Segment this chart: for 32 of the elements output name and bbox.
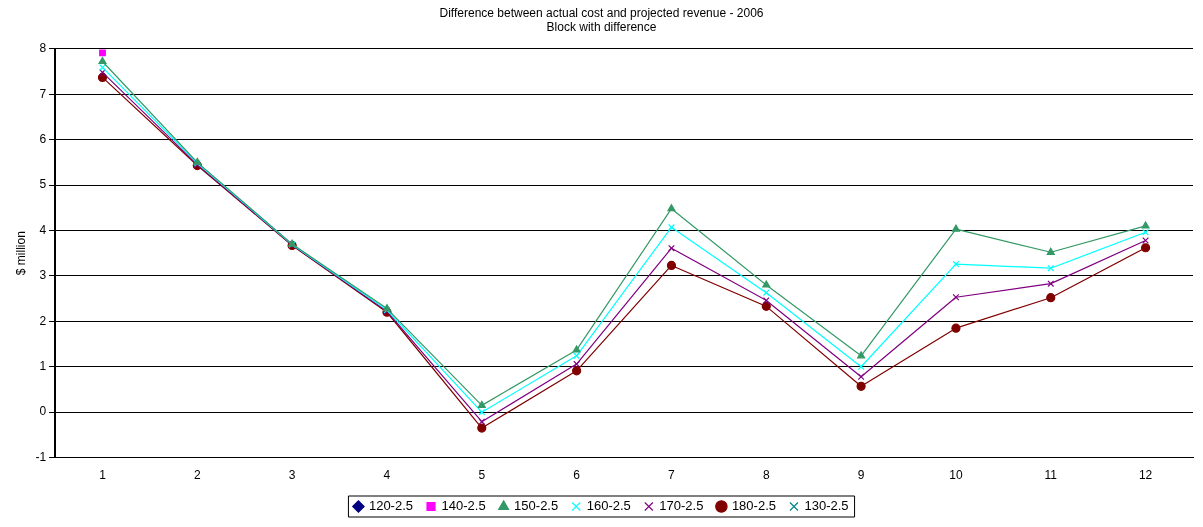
chart-title: Difference between actual cost and projected revenue - 2006 xyxy=(439,5,764,20)
x-tick-label: 9 xyxy=(857,468,865,483)
chart-subtitle: Block with difference xyxy=(546,19,657,34)
legend-label: 120-2.5 xyxy=(368,498,414,514)
x-tick-label: 12 xyxy=(1138,468,1153,483)
y-tick-label: 2 xyxy=(39,313,47,328)
legend-label: 180-2.5 xyxy=(731,498,776,514)
legend-label: 150-2.5 xyxy=(514,498,559,514)
legend-label: 160-2.5 xyxy=(586,498,631,514)
legend-label: 170-2.5 xyxy=(659,498,704,514)
y-tick-label: 5 xyxy=(39,177,47,192)
y-tick-label: 1 xyxy=(39,359,47,374)
y-tick-label: 8 xyxy=(39,41,47,56)
x-tick-label: 5 xyxy=(478,468,486,483)
x-tick-label: 7 xyxy=(668,468,676,483)
x-tick-label: 11 xyxy=(1044,468,1058,483)
y-tick-label: 0 xyxy=(39,404,47,419)
x-tick-label: 1 xyxy=(99,468,107,483)
x-tick-label: 10 xyxy=(949,468,963,483)
y-tick-label: 6 xyxy=(39,131,47,146)
legend-label: 140-2.5 xyxy=(441,498,486,514)
y-tick-label: 7 xyxy=(39,86,47,101)
y-tick-label: 4 xyxy=(39,222,47,237)
x-tick-label: 3 xyxy=(288,468,296,483)
x-tick-label: 6 xyxy=(573,468,581,483)
y-tick-label: -1 xyxy=(35,449,47,464)
y-axis-title: $ million xyxy=(13,231,28,276)
x-tick-label: 8 xyxy=(762,468,770,483)
x-tick-label: 2 xyxy=(193,468,201,483)
y-tick-label: 3 xyxy=(39,268,47,283)
legend-label: 130-2.5 xyxy=(804,498,849,514)
x-tick-label: 4 xyxy=(383,468,391,483)
